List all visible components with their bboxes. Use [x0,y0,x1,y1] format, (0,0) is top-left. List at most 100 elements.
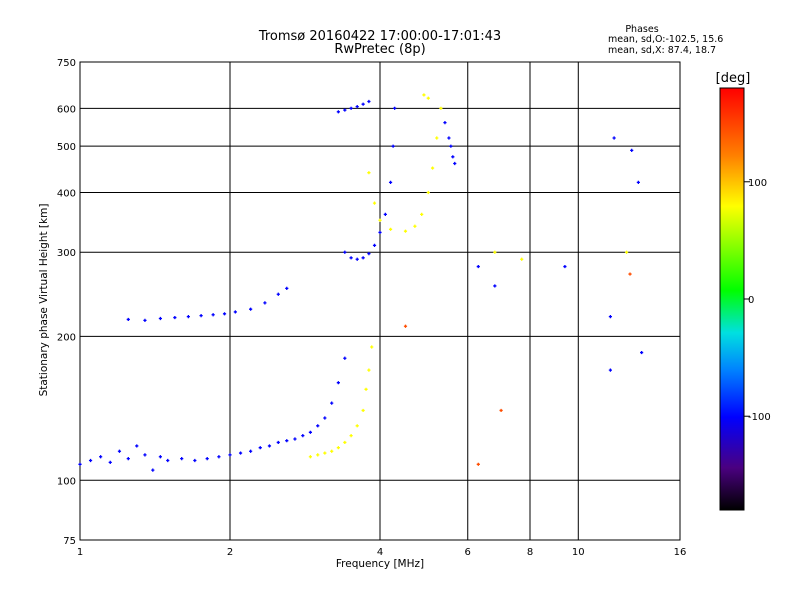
data-point [126,317,130,322]
x-tick-label: 8 [527,547,533,558]
x-tick-labels: 1 2 4 6 8 10 16 [77,547,687,558]
data-point [211,313,215,317]
data-point [361,408,365,413]
data-point [372,201,377,205]
chart-subtitle: RwPretec (8p) [334,42,425,57]
data-point [126,457,130,461]
phase-colorbar [719,87,745,511]
data-point [276,292,280,296]
y-tick-label: 100 [57,476,76,487]
data-points [78,93,644,472]
data-point [361,102,365,106]
data-point [372,243,377,248]
data-point [499,408,503,413]
data-point [391,144,395,148]
colorbar-ticks: 100 0 -100 [744,178,771,423]
x-tick-label: 4 [377,547,383,558]
data-point [301,434,305,438]
data-point [99,455,103,459]
data-point [388,227,393,231]
data-point [367,252,371,256]
data-point [343,440,347,445]
data-point [308,430,313,434]
data-point [349,106,353,110]
y-tick-label: 75 [63,536,76,547]
phases-o-stats: mean, sd,O:-102.5, 15.6 [608,34,723,45]
chart-title: Tromsø 20160422 17:00:00-17:01:43 [258,29,501,44]
data-point [258,446,262,450]
data-point [364,387,368,391]
data-point [151,468,155,472]
data-point [199,314,203,318]
data-point [267,444,272,448]
data-point [612,136,616,140]
data-point [336,381,340,385]
y-tick-label: 750 [57,58,76,69]
data-point [135,444,139,448]
data-point [186,315,190,319]
data-point [608,368,613,372]
data-point [228,453,232,457]
data-point [403,324,408,328]
data-point [336,446,340,450]
data-point [476,462,480,466]
data-point [158,455,163,459]
colorbar-tick-label: -100 [748,412,771,423]
x-tick-label: 16 [674,547,687,558]
data-point [451,155,455,159]
data-point [108,460,112,464]
data-point [316,453,320,457]
y-tick-label: 300 [57,248,76,259]
data-point [426,190,430,195]
data-point [443,121,447,125]
data-point [563,264,567,269]
data-point [180,457,184,461]
colorbar-label: [deg] [716,71,751,86]
data-point [238,451,243,455]
data-point [520,257,524,261]
y-tick-label: 200 [57,332,76,343]
data-point [293,437,297,441]
data-point [393,106,397,110]
data-point [349,256,353,260]
data-point [158,316,163,321]
data-point [426,96,430,100]
x-tick-label: 10 [572,547,585,558]
data-point [143,318,147,323]
data-point [476,264,480,269]
data-point [370,345,374,349]
data-point [343,356,347,360]
data-point [78,462,82,466]
data-point [343,250,347,254]
data-point [323,451,327,455]
data-point [316,424,320,428]
x-axis-label: Frequency [MHz] [336,558,424,570]
data-point [435,136,439,140]
x-tick-label: 2 [227,547,233,558]
data-point [285,286,289,291]
y-tick-label: 400 [57,188,76,199]
data-point [355,424,359,428]
data-point [367,99,371,104]
data-point [217,455,221,459]
data-point [263,301,267,305]
data-point [361,256,365,260]
data-point [336,110,340,114]
data-point [367,171,371,175]
data-point [173,315,177,320]
data-point [640,350,644,355]
data-point [383,212,387,216]
colorbar-tick-label: 100 [748,178,767,189]
data-point [367,368,371,372]
data-point [439,106,443,110]
data-point [453,161,457,166]
data-point [378,230,382,235]
data-point [349,434,353,438]
data-point [355,257,359,261]
data-point [330,449,334,453]
data-point [447,136,451,140]
data-point [378,218,382,222]
data-point [117,449,122,453]
data-point [422,93,426,97]
